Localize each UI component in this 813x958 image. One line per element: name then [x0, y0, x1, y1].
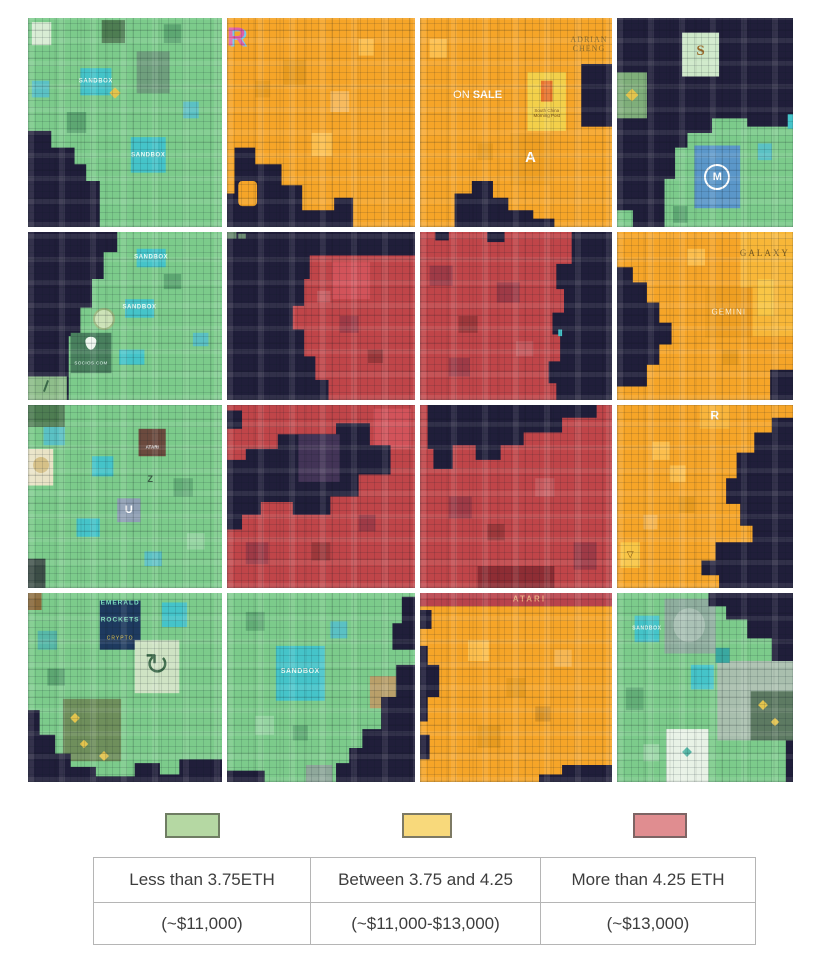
map-tile-r2c1: SANDBOX SANDBOX SOCIOS.COM	[28, 232, 222, 400]
legend-range-yellow: Between 3.75 and 4.25	[311, 858, 541, 902]
map-tile-r4c4: SANDBOX	[617, 593, 793, 782]
map-tile-r3c2	[227, 405, 415, 588]
map-tile-r1c3: ON SALE South China Morning Post ADRIAN C…	[420, 18, 612, 227]
legend-usd-green: (~$11,000)	[94, 902, 311, 944]
map-tile-r3c4: R ▽	[617, 405, 793, 588]
legend-table-value-row: (~$11,000) (~$11,000-$13,000) (~$13,000)	[94, 902, 755, 944]
legend-range-red: More than 4.25 ETH	[541, 858, 755, 902]
coinmarketcap-icon: M	[704, 163, 731, 190]
legend-table-header-row: Less than 3.75ETH Between 3.75 and 4.25 …	[94, 858, 755, 902]
legend-table: Less than 3.75ETH Between 3.75 and 4.25 …	[93, 857, 756, 945]
map-tile-r3c3	[420, 405, 612, 588]
legend-swatch-yellow	[402, 813, 452, 838]
legend-swatch-green	[165, 813, 220, 838]
legend-usd-red: (~$13,000)	[541, 902, 755, 944]
doge-icon	[32, 457, 49, 474]
map-tile-r1c2: R	[227, 18, 415, 227]
coin-icon	[92, 308, 115, 331]
map-tile-r4c2: SANDBOX	[227, 593, 415, 782]
legend-swatch-red	[633, 813, 687, 838]
legend-usd-yellow: (~$11,000-$13,000)	[311, 902, 541, 944]
map-tile-r2c4: GALAXY GEMINI	[617, 232, 793, 400]
map-tile-r2c3	[420, 232, 612, 400]
map-tile-r1c4: S M	[617, 18, 793, 227]
map-tile-r2c2	[227, 232, 415, 400]
price-heatmap-map: SANDBOX SANDBOX R ON	[28, 18, 793, 782]
map-tile-r4c1: EMERALD ROCKETS CRYPTO ↻	[28, 593, 222, 782]
map-tile-r3c1: ATARI U Z	[28, 405, 222, 588]
map-tile-r4c3: ATARI	[420, 593, 612, 782]
map-tile-r1c1: SANDBOX SANDBOX	[28, 18, 222, 227]
legend-range-green: Less than 3.75ETH	[94, 858, 311, 902]
